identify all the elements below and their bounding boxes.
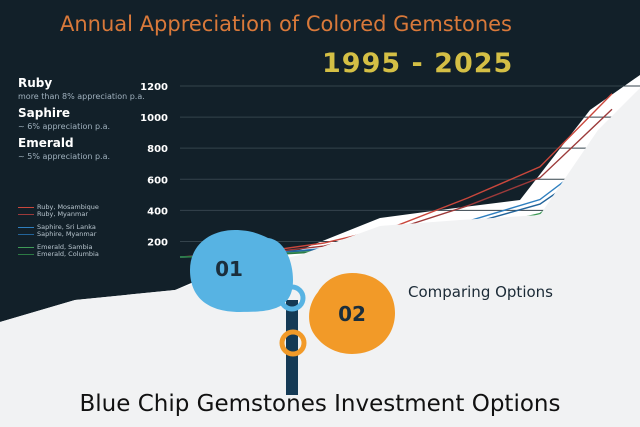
- comparing-options-caption: Comparing Options: [408, 283, 553, 301]
- legend-label: Ruby, Mosambique: [37, 203, 99, 211]
- chart-background: [0, 0, 640, 322]
- step-01-ring: [278, 284, 306, 312]
- legend-label: Saphire, Sri Lanka: [37, 223, 96, 231]
- bottom-title: Blue Chip Gemstones Investment Options: [79, 391, 561, 417]
- gem-name-saphire: Saphire: [18, 106, 71, 120]
- legend-swatch: [18, 226, 34, 228]
- legend-label: Ruby, Myanmar: [37, 210, 88, 218]
- y-tick-label: 800: [147, 144, 168, 155]
- y-axis-ticks: 200 400 600 800 1000 1200: [140, 82, 168, 248]
- legend-label: Emerald, Columbia: [37, 250, 99, 258]
- chart-title: Annual Appreciation of Colored Gemstones: [60, 12, 512, 36]
- timeline-stem: [286, 300, 298, 395]
- step-01-bubble: [190, 230, 293, 312]
- step-01-number: 01: [215, 257, 243, 281]
- y-tick-label: 400: [147, 206, 168, 217]
- y-tick-label: 600: [147, 175, 168, 186]
- legend-swatch: [18, 213, 34, 215]
- legend-swatch: [18, 206, 34, 208]
- gem-name-emerald: Emerald: [18, 136, 74, 150]
- legend-entry: Saphire, Sri Lanka: [18, 223, 96, 231]
- gem-note-emerald: ~ 5% appreciation p.a.: [18, 152, 111, 161]
- legend-entry: Emerald, Sambia: [18, 243, 93, 251]
- step-02-number: 02: [338, 302, 366, 326]
- legend-entry: Saphire, Myanmar: [18, 230, 96, 238]
- legend-entry: Ruby, Myanmar: [18, 210, 88, 218]
- y-tick-label: 1000: [140, 113, 168, 124]
- gem-name-ruby: Ruby: [18, 76, 53, 90]
- y-tick-label: 1200: [140, 82, 168, 93]
- step-02-ring: [279, 329, 307, 357]
- legend-entry: Emerald, Columbia: [18, 250, 99, 258]
- legend-label: Saphire, Myanmar: [37, 230, 97, 238]
- gem-note-saphire: ~ 6% appreciation p.a.: [18, 122, 111, 131]
- white-overlay-band: [0, 88, 640, 427]
- step-02-bubble: [309, 273, 395, 354]
- y-tick-label: 200: [147, 237, 168, 248]
- legend-label: Emerald, Sambia: [37, 243, 93, 251]
- legend-swatch: [18, 253, 34, 255]
- legend-swatch: [18, 246, 34, 248]
- gem-note-ruby: more than 8% appreciation p.a.: [18, 92, 145, 101]
- legend-swatch: [18, 233, 34, 235]
- chart-subtitle: 1995 - 2025: [322, 48, 514, 79]
- legend-entry: Ruby, Mosambique: [18, 203, 99, 211]
